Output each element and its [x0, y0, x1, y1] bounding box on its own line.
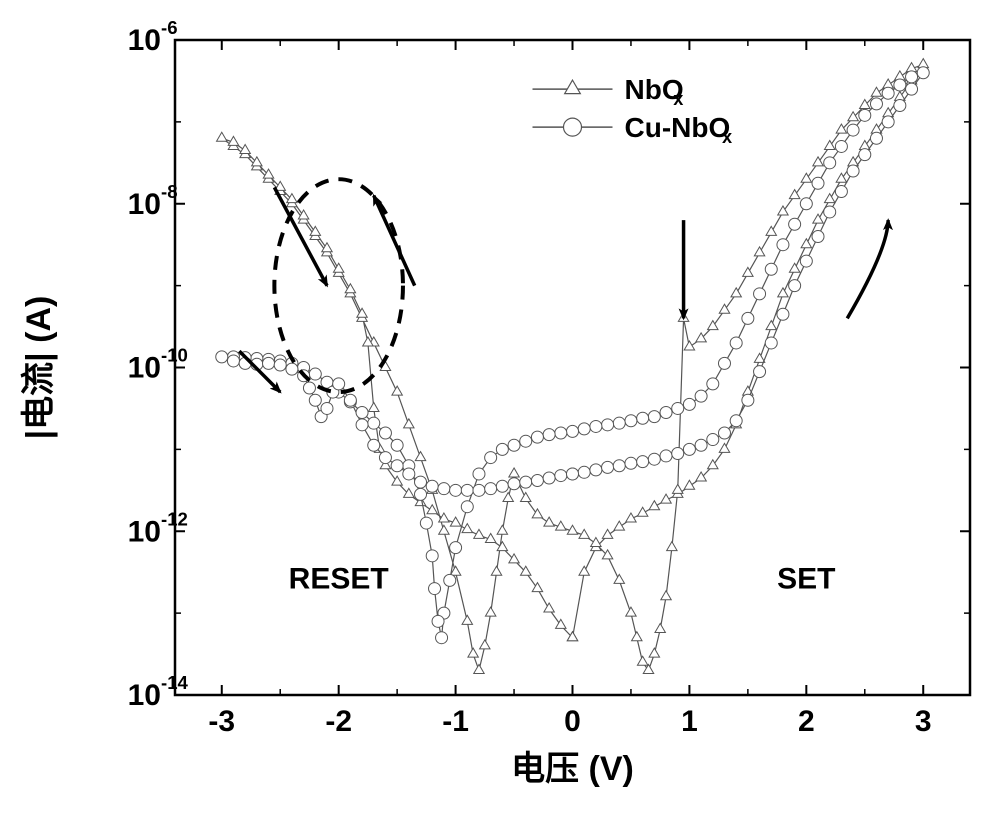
svg-text:-14: -14 — [161, 672, 189, 693]
svg-text:RESET: RESET — [289, 563, 389, 596]
svg-text:10: 10 — [128, 679, 161, 712]
svg-text:|电流| (A): |电流| (A) — [20, 296, 58, 440]
svg-text:-6: -6 — [161, 17, 178, 38]
svg-text:-8: -8 — [161, 181, 178, 202]
svg-text:3: 3 — [915, 705, 932, 738]
svg-text:10: 10 — [128, 515, 161, 548]
svg-text:-12: -12 — [161, 508, 188, 529]
svg-text:SET: SET — [777, 563, 835, 596]
iv-curve-chart: -3-2-1012310-1410-1210-1010-810-6电压 (V)|… — [0, 0, 1000, 817]
svg-text:-1: -1 — [442, 705, 469, 738]
svg-text:电压 (V): 电压 (V) — [511, 750, 634, 788]
svg-text:1: 1 — [681, 705, 698, 738]
svg-text:10: 10 — [128, 188, 161, 221]
svg-text:x: x — [722, 127, 732, 147]
svg-text:-2: -2 — [325, 705, 352, 738]
svg-text:2: 2 — [798, 705, 815, 738]
svg-text:Cu-NbO: Cu-NbO — [625, 112, 731, 143]
svg-text:-3: -3 — [208, 705, 235, 738]
svg-text:0: 0 — [564, 705, 581, 738]
svg-text:-10: -10 — [161, 345, 188, 366]
svg-text:10: 10 — [128, 24, 161, 57]
svg-text:10: 10 — [128, 352, 161, 385]
svg-text:x: x — [673, 89, 683, 109]
